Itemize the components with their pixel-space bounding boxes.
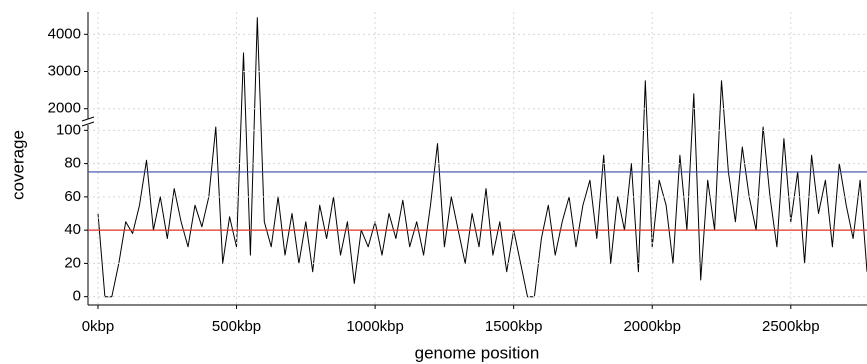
x-tick-label: 2000kbp — [623, 318, 681, 335]
x-tick-label: 1500kbp — [485, 318, 543, 335]
y-tick-label: 4000 — [48, 25, 81, 42]
y-tick-label: 20 — [64, 254, 81, 271]
y-tick-label: 0 — [73, 288, 81, 305]
x-tick-label: 2500kbp — [762, 318, 820, 335]
x-tick-label: 1000kbp — [346, 318, 404, 335]
y-tick-label: 80 — [64, 155, 81, 172]
axis-break — [81, 116, 95, 127]
y-tick-label: 60 — [64, 188, 81, 205]
y-axis-title: coverage — [8, 130, 27, 200]
x-tick-label: 500kbp — [212, 318, 261, 335]
y-tick-label: 2000 — [48, 100, 81, 117]
y-tick-label: 3000 — [48, 62, 81, 79]
coverage-line — [97, 17, 867, 298]
x-axis-title: genome position — [415, 343, 540, 362]
y-tick-label: 40 — [64, 221, 81, 238]
x-tick-label: 0kbp — [82, 318, 115, 335]
y-tick-label: 100 — [56, 121, 81, 138]
